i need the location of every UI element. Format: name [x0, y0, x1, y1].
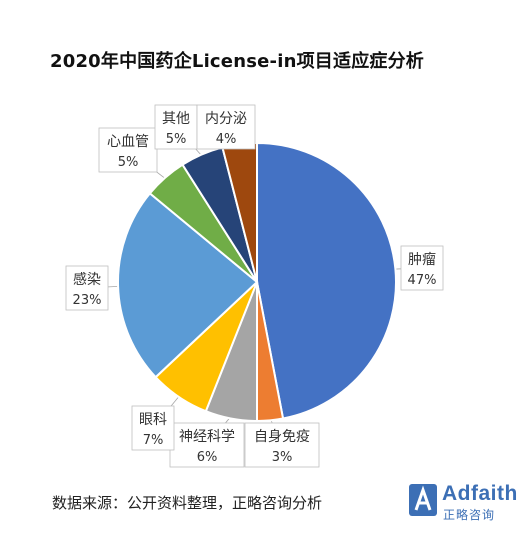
data-label-6: 心血管 5% [98, 127, 158, 173]
slice-label-value: 47% [408, 273, 437, 288]
adfaith-logo-icon [409, 484, 437, 516]
pie-slice-1 [256, 141, 397, 420]
chart-title: 2020年中国药企License-in项目适应症分析 [50, 51, 425, 72]
slice-label-name: 肿瘤 [408, 251, 436, 268]
data-label-3: 神经科学 6% [169, 422, 245, 468]
data-label-8: 内分泌 4% [196, 104, 256, 150]
data-label-5: 感染 23% [65, 265, 109, 311]
slice-label-value: 6% [197, 450, 218, 465]
slice-label-name: 感染 [73, 271, 101, 288]
logo-name: Adfaith [442, 482, 518, 505]
slice-label-value: 5% [118, 155, 139, 170]
logo-subtitle: 正略咨询 [443, 508, 496, 522]
slice-label-name: 内分泌 [205, 111, 247, 127]
slice-label-name: 其他 [162, 111, 190, 127]
source-note: 数据来源：公开资料整理，正略咨询分析 [52, 494, 323, 512]
pie-slice-5 [117, 191, 259, 379]
data-label-7: 其他 5% [154, 104, 198, 150]
slice-label-value: 23% [73, 293, 102, 308]
adfaith-logo: Adfaith 正略咨询 [408, 482, 520, 522]
data-label-4: 眼科 7% [131, 405, 175, 451]
data-label-2: 自身免疫 3% [244, 422, 320, 468]
slice-label-name: 自身免疫 [254, 429, 310, 445]
data-label-1: 肿瘤 47% [400, 245, 444, 291]
slice-label-name: 眼科 [139, 412, 167, 428]
slice-label-value: 4% [216, 132, 237, 147]
slice-label-value: 5% [166, 132, 187, 147]
slice-label-name: 心血管 [107, 134, 149, 150]
slice-label-value: 3% [272, 450, 293, 465]
slice-label-value: 7% [143, 433, 164, 448]
slice-label-name: 神经科学 [179, 429, 235, 445]
